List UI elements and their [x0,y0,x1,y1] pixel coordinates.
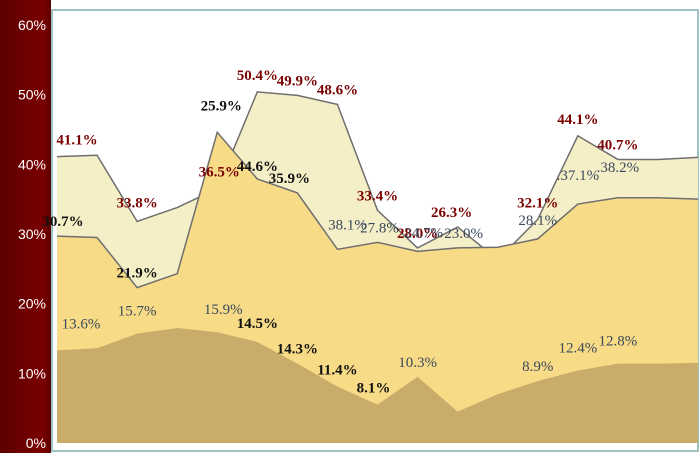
data-label-low: 12.4% [558,341,597,357]
data-label-top: 33.4% [357,188,398,204]
y-axis-ticks: 0% 10% 20% 30% 40% 50% 60% [18,17,46,451]
data-label-mid: 35.9% [269,171,310,187]
data-label-low: 12.8% [599,334,638,350]
data-label-top: 49.9% [277,73,318,89]
data-label-mid: 27.8% [360,220,399,236]
line-top [56,91,699,261]
data-label-top: 50.4% [237,68,278,84]
data-label-mid: 25.9% [201,98,242,114]
area-low [57,328,698,443]
y-tick-label: 20% [18,296,46,312]
data-label-low: 8.9% [522,359,553,375]
y-tick-label: 30% [18,226,46,242]
data-label-top: 26.3% [431,205,472,221]
data-label-low: 15.7% [118,304,157,320]
data-label-low: 11.4% [317,363,357,379]
y-tick-label: 0% [26,435,46,451]
data-label-mid: 24.7% [404,225,443,241]
data-label-top: 44.1% [557,112,598,128]
data-label-mid: 23.0% [444,226,483,242]
y-tick-label: 40% [18,156,46,172]
data-label-mid: .38.2% [597,160,640,176]
data-label-top: 28.0% [397,226,438,242]
data-label-top: 41.1% [56,133,97,149]
y-axis-band [0,0,51,453]
data-label-top: 33.8% [117,195,158,211]
y-tick-label: 50% [18,87,46,103]
data-label-top: 48.6% [317,82,358,98]
data-label-top: 40.7% [597,137,638,153]
data-label-mid: 38.1% [328,217,367,233]
data-label-low: 14.3% [277,342,318,358]
data-label-low: 15.9% [204,302,243,318]
y-tick-label: 60% [18,17,46,33]
data-label-mid: 44.6% [237,159,278,175]
line-mid [56,130,699,289]
data-label-low: 14.5% [237,316,278,332]
data-labels: 41.1% 33.8% 36.5% 50.4%49.9%48.6% 33.4% 28.0%… [42,68,639,397]
data-label-low: 8.1% [357,381,391,397]
data-label-low: 10.3% [398,355,437,371]
data-label-mid: 30.7% [42,214,83,230]
data-label-mid: 21.9% [117,266,158,282]
data-label-top: 32.1% [517,195,558,211]
data-label-mid: .37.1% [557,168,600,184]
series-areas [56,91,699,443]
y-tick-label: 10% [18,365,46,381]
data-label-mid: 28.1% [518,213,557,229]
data-label-low: 13.6% [62,316,101,332]
data-label-top: 36.5% [199,165,240,181]
